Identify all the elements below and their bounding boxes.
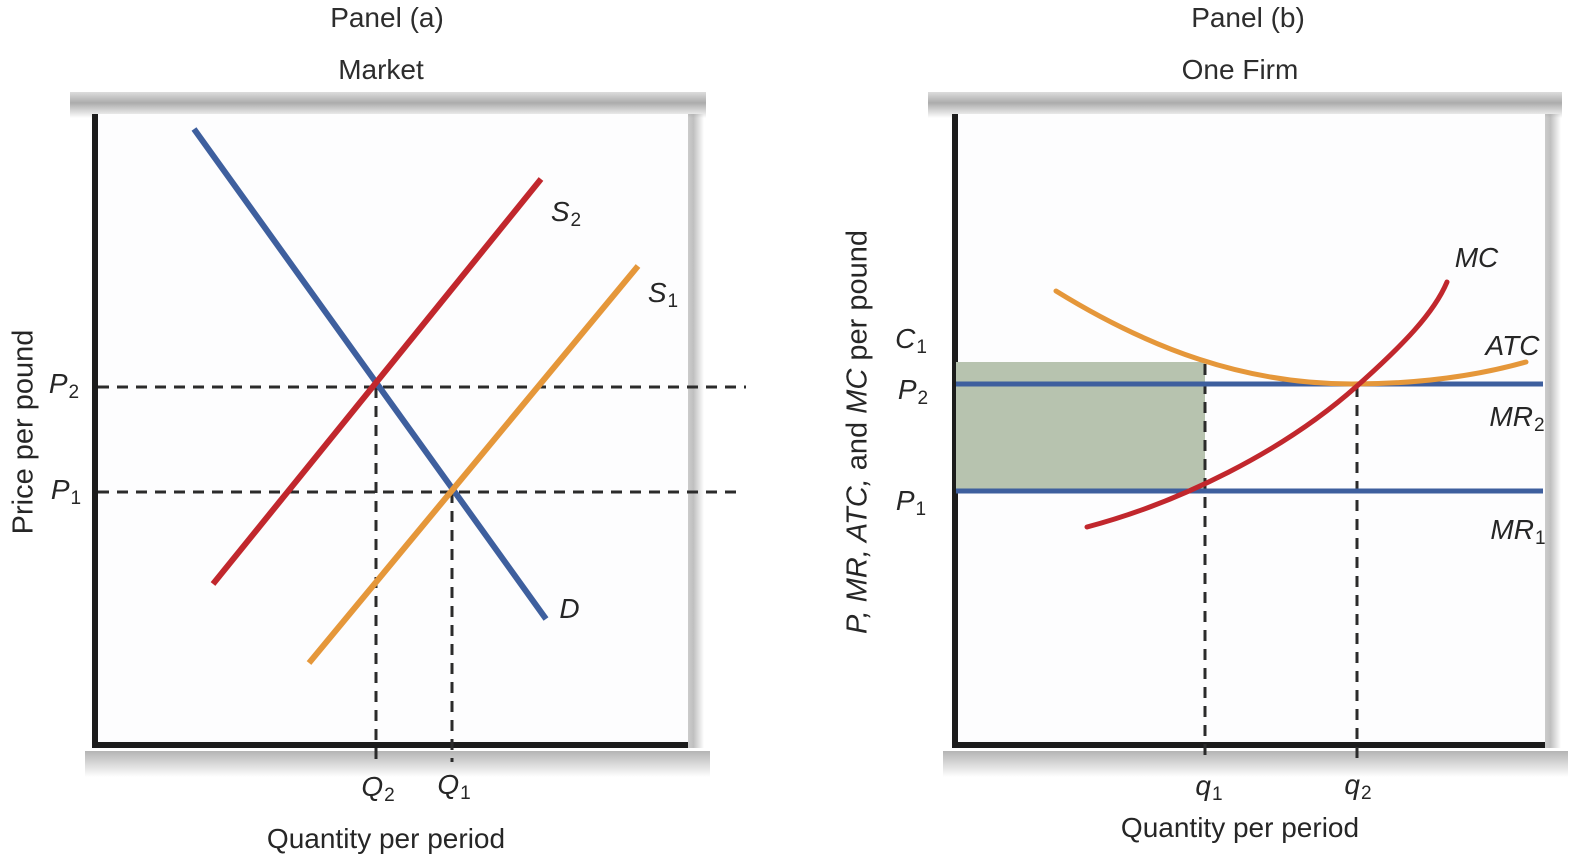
mc-curve-label: MC (1454, 241, 1499, 273)
mr2-line-label: MR2 (1489, 400, 1545, 437)
supply2-curve-label: S2 (550, 195, 582, 232)
panel-b-q1-label: q1 (1195, 769, 1223, 806)
panel-b-p1-label: P1 (895, 484, 927, 521)
panel-b-q2-label: q2 (1344, 768, 1372, 805)
panel-b-x-axis-label: Quantity per period (1120, 812, 1360, 843)
panel-b-c1-label: C1 (895, 322, 927, 359)
panel-a-title: Panel (a) (330, 2, 444, 33)
supply1-curve-label: S1 (647, 276, 679, 313)
panel-a-x-axis-label: Quantity per period (266, 823, 506, 854)
panel-a-plot-area (92, 114, 688, 748)
panel-b-p2-label: P2 (897, 373, 929, 410)
atc-curve-label: ATC (1485, 329, 1540, 361)
panel-a-bottom-shadow (85, 751, 710, 777)
panel-a-q2-label: Q2 (361, 770, 395, 807)
panel-a-q1-label: Q1 (437, 768, 471, 805)
panel-b-bottom-shadow (943, 751, 1568, 777)
panel-b-y-axis-label: P, MR, ATC, and MC per pound (841, 229, 874, 635)
mr1-line-label: MR1 (1490, 513, 1546, 550)
panel-a-y-axis-label: Price per pound (7, 329, 40, 535)
panel-a-p2-label: P2 (48, 367, 80, 404)
panel-b-top-shadow (928, 92, 1562, 118)
panel-a-top-shadow (70, 92, 706, 118)
panel-b-plot-area (952, 114, 1545, 748)
demand-curve-label: D (559, 592, 580, 624)
panel-a-subtitle: Market (338, 54, 424, 85)
panel-b-title: Panel (b) (1191, 2, 1305, 33)
panel-b-subtitle: One Firm (1181, 54, 1299, 85)
panel-a-p1-label: P1 (50, 473, 82, 510)
